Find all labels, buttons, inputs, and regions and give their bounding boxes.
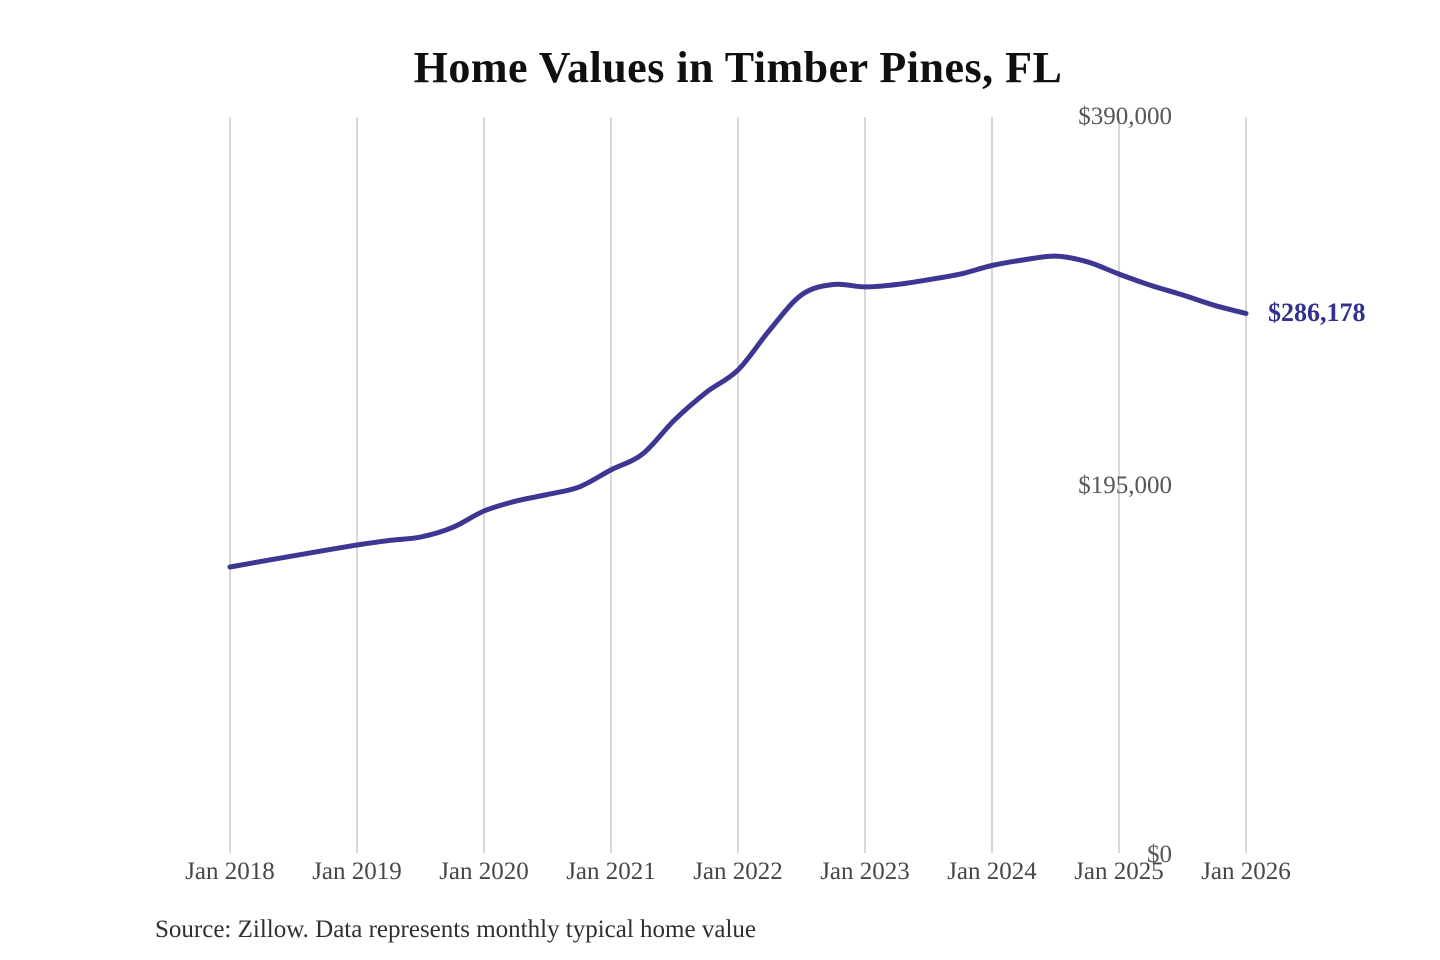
x-axis-tick-label: Jan 2022 (693, 858, 783, 885)
vertical-gridlines (229, 117, 1247, 853)
x-axis-tick-label: Jan 2026 (1201, 858, 1291, 885)
x-axis-tick-label: Jan 2023 (820, 858, 910, 885)
x-axis-tick-label: Jan 2019 (312, 858, 402, 885)
y-axis-tick-label: $195,000 (1078, 472, 1172, 499)
x-axis-tick-label: Jan 2020 (439, 858, 529, 885)
y-axis-tick-label: $0 (1147, 841, 1172, 868)
latest-value-annotation: $286,178 (1268, 298, 1366, 328)
chart-title: Home Values in Timber Pines, FL (413, 43, 1063, 92)
y-axis-tick-label: $390,000 (1078, 103, 1172, 130)
x-axis-tick-label: Jan 2018 (185, 858, 275, 885)
x-axis-tick-label: Jan 2025 (1074, 858, 1164, 885)
x-axis-tick-label: Jan 2021 (566, 858, 656, 885)
x-axis-tick-label: Jan 2024 (947, 858, 1037, 885)
home-value-line-series (227, 253, 1249, 570)
source-note: Source: Zillow. Data represents monthly … (155, 916, 756, 943)
